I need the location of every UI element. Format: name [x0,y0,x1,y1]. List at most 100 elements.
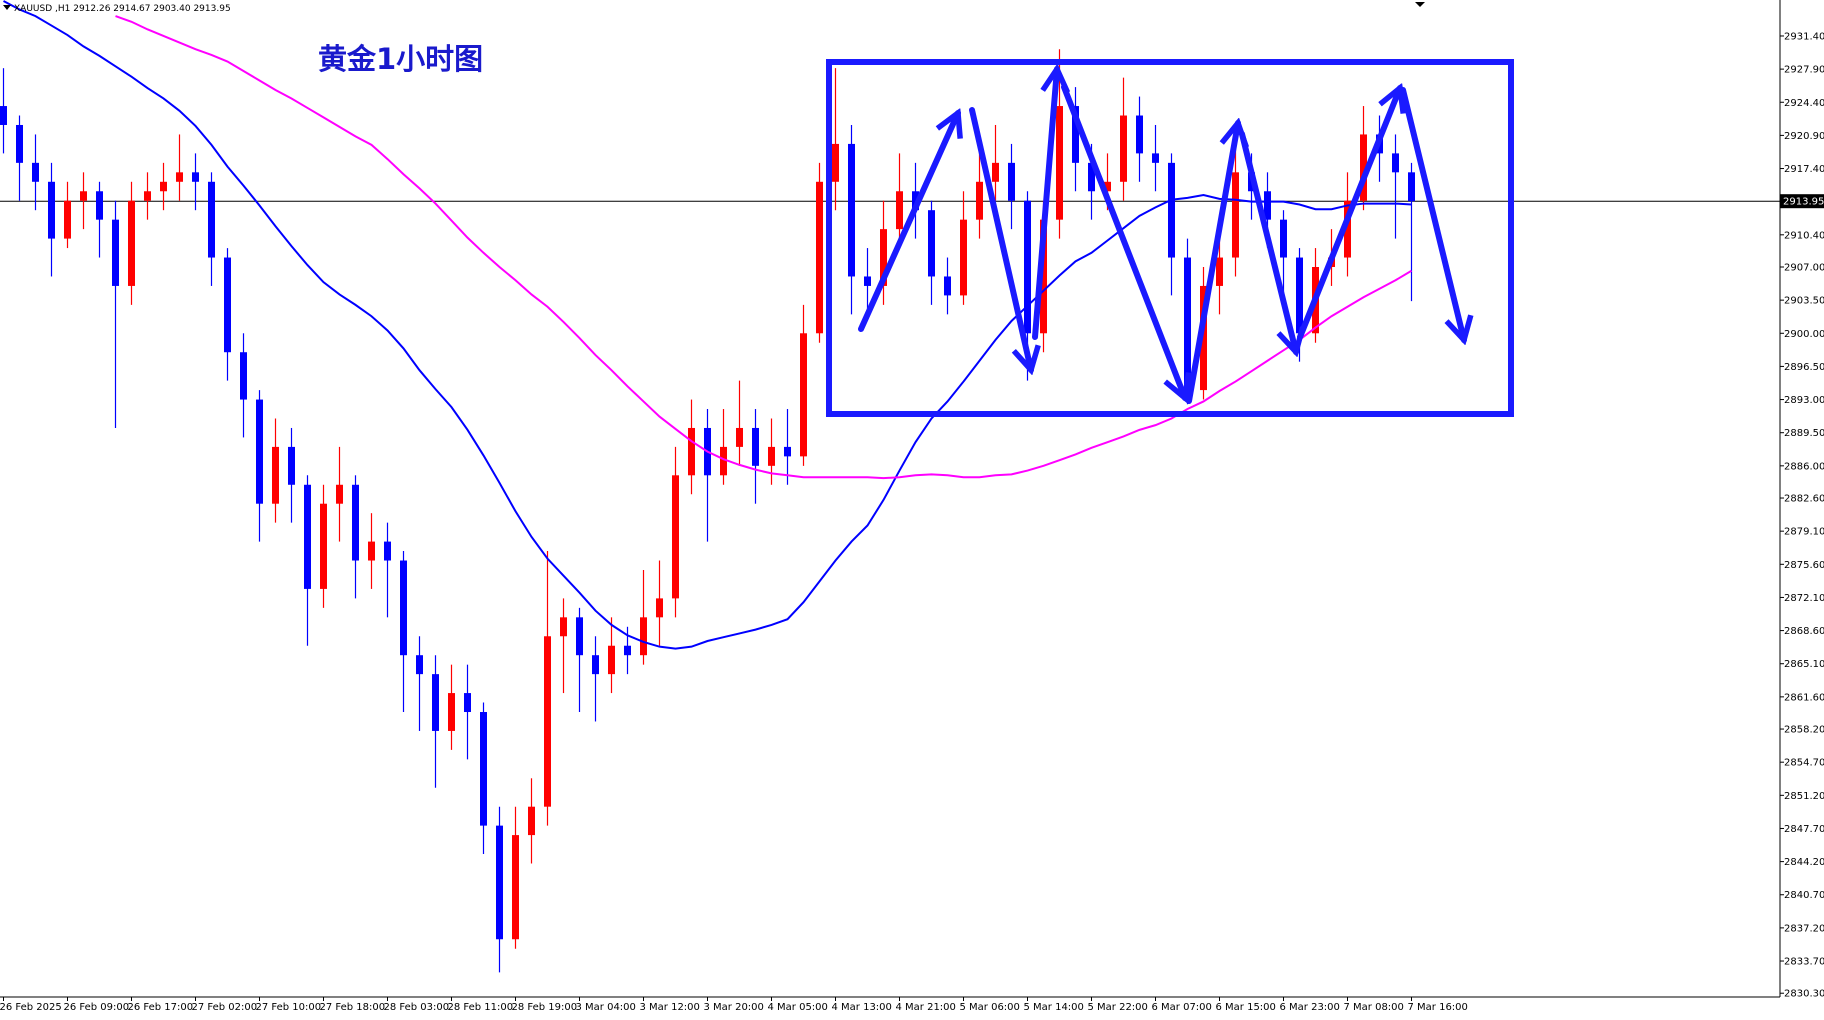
y-tick-label: 2854.70 [1784,758,1824,769]
y-tick-label: 2900.00 [1784,329,1824,340]
candle-body [144,191,151,201]
x-tick-label: 28 Feb 03:00 [384,1002,450,1013]
candle-body [224,257,231,353]
x-tick-label: 4 Mar 21:00 [896,1002,956,1013]
candle-body [688,427,695,476]
candle-body [384,541,391,561]
candle-body [832,143,839,182]
candle-body [1344,200,1351,258]
candle-body [1184,257,1191,391]
candle-body [32,162,39,182]
y-tick-label: 2886.00 [1784,461,1824,472]
candle-body [272,446,279,504]
y-tick-label: 2830.30 [1784,989,1824,1000]
y-tick-label: 2893.00 [1784,395,1824,406]
candle-body [208,181,215,258]
x-tick-label: 26 Feb 17:00 [128,1002,194,1013]
y-tick-label: 2861.60 [1784,692,1824,703]
candle-body [800,333,807,457]
last-price-box [1780,194,1824,209]
arrow [969,107,1031,370]
candle-body [672,475,679,599]
y-tick-label: 2896.50 [1784,362,1824,373]
y-tick-label: 2882.60 [1784,494,1824,505]
candle-body [1104,181,1111,192]
y-tick-label: 2903.50 [1784,296,1824,307]
candle-body [976,181,983,220]
y-tick-label: 2858.20 [1784,725,1824,736]
candle-body [560,617,567,637]
x-tick-label: 27 Feb 18:00 [320,1002,386,1013]
candle-body [1200,285,1207,391]
arrow [858,113,958,332]
y-tick-label: 2924.40 [1784,98,1824,109]
y-tick-label: 2872.10 [1784,593,1824,604]
candle-body [160,181,167,192]
y-tick-label: 2917.40 [1784,164,1824,175]
candle-body [304,484,311,589]
candle-body [192,172,199,182]
symbol-header: XAUUSD ,H1 2912.26 2914.67 2903.40 2913.… [14,4,231,14]
candle-body [48,181,55,239]
x-tick-label: 6 Mar 07:00 [1152,1002,1212,1013]
candle-body [112,219,119,286]
x-tick-label: 4 Mar 05:00 [768,1002,828,1013]
candle-body [880,229,887,286]
x-tick-label: 5 Mar 14:00 [1024,1002,1084,1013]
candle-body [432,674,439,731]
x-tick-label: 3 Mar 04:00 [576,1002,636,1013]
candle-body [400,560,407,656]
y-tick-label: 2920.90 [1784,131,1824,142]
candle-body [896,191,903,230]
x-tick-label: 6 Mar 23:00 [1280,1002,1340,1013]
annotation [826,59,1514,417]
x-tick-label: 5 Mar 22:00 [1088,1002,1148,1013]
x-tick-label: 26 Feb 2025 [0,1002,62,1013]
candle-body [0,106,7,125]
x-tick-label: 28 Feb 11:00 [448,1002,514,1013]
candle-body [16,124,23,163]
x-tick-label: 4 Mar 13:00 [832,1002,892,1013]
candle-body [512,835,519,940]
y-tick-label: 2840.70 [1784,890,1824,901]
moving-average [115,15,1413,480]
candle-body [1408,172,1415,202]
y-tick-label: 2833.70 [1784,957,1824,968]
candle-body [176,172,183,182]
candle-body [992,162,999,182]
candle-body [1120,115,1127,182]
candle-body [1264,191,1271,220]
candle-body [1232,172,1239,258]
candle-body [752,427,759,466]
candle-body [944,276,951,296]
candle-body [64,200,71,239]
candle-body [1056,106,1063,220]
candle-body [352,484,359,561]
candle-body [736,427,743,447]
candle-body [1136,115,1143,154]
last-price-label: 2913.95 [1783,197,1824,208]
candle-body [368,541,375,561]
x-tick-label: 26 Feb 09:00 [64,1002,130,1013]
candle-body [96,191,103,220]
candle-body [1392,153,1399,173]
candle-body [1360,134,1367,201]
candle-body [288,446,295,485]
candle-body [928,210,935,277]
candle-body [1008,162,1015,201]
x-tick-label: 7 Mar 16:00 [1408,1002,1468,1013]
arrow [1186,123,1238,404]
candle-body [528,806,535,836]
candle-body [320,503,327,589]
candle-body [848,143,855,277]
y-tick-label: 2927.90 [1784,65,1824,76]
arrow [1239,131,1296,352]
candle-body [960,219,967,296]
arrow [1400,87,1464,340]
y-tick-label: 2837.20 [1784,923,1824,934]
y-tick-label: 2851.20 [1784,791,1824,802]
candle-body [1280,219,1287,258]
candle-body [496,825,503,940]
candle-body [416,655,423,675]
